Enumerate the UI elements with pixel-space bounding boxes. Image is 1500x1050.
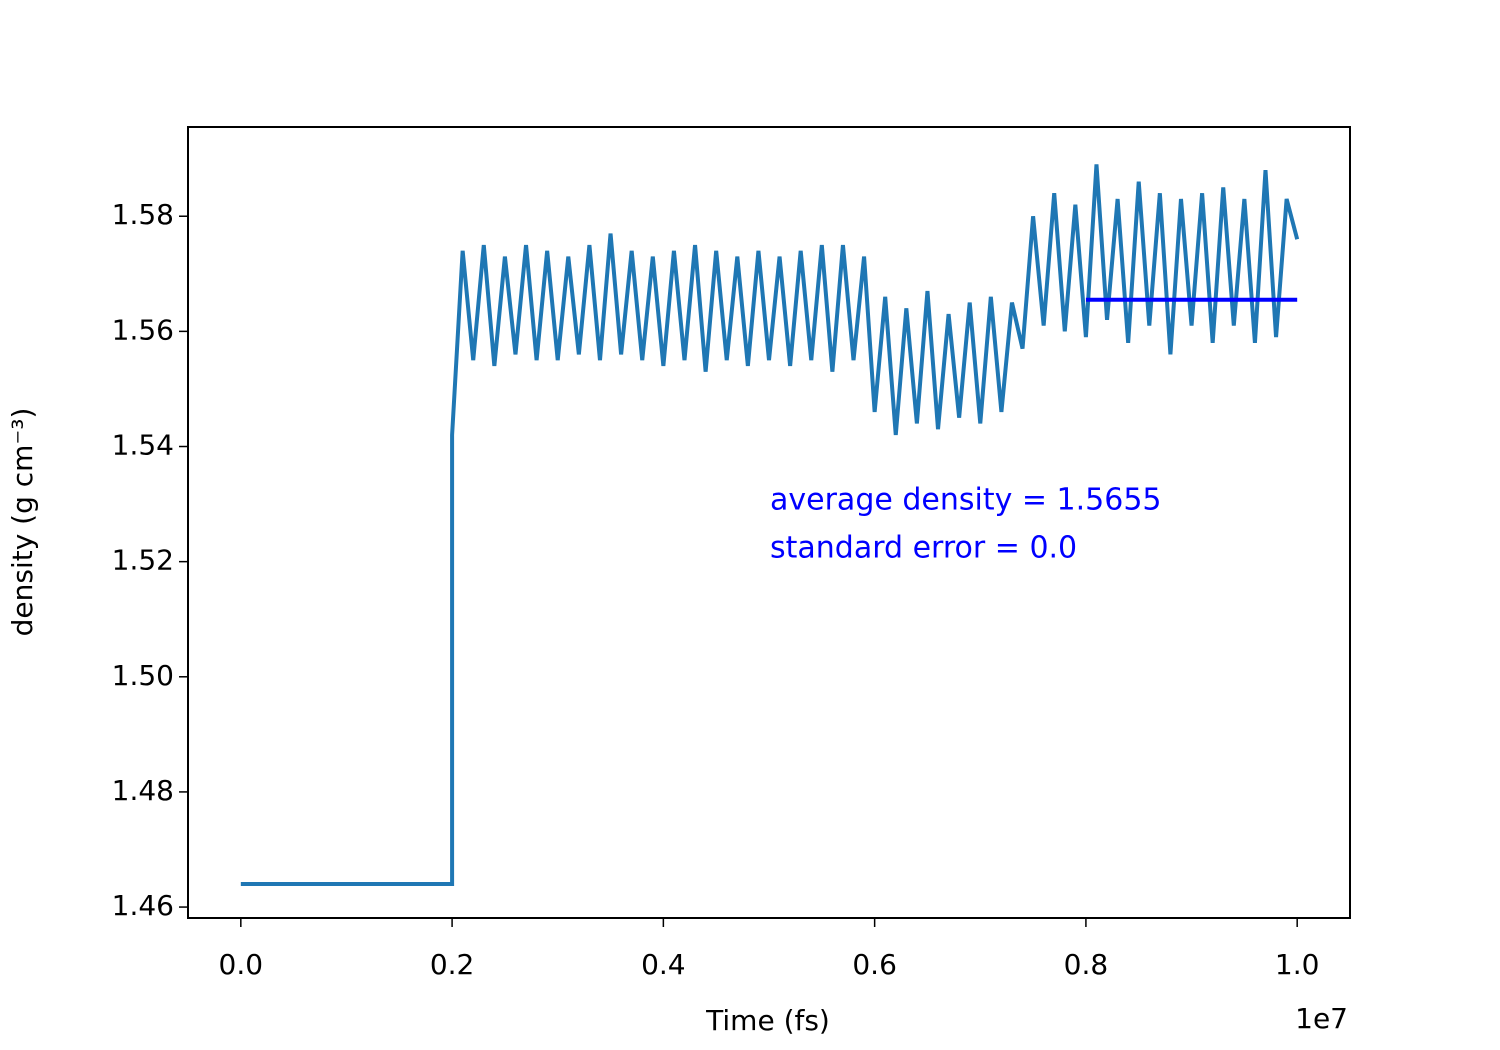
plot-frame bbox=[187, 126, 1351, 919]
x-offset-label: 1e7 bbox=[1295, 1002, 1348, 1035]
x-tick-label: 0.0 bbox=[219, 948, 264, 981]
x-tick-label: 1.0 bbox=[1275, 948, 1320, 981]
y-axis-label: density (g cm⁻³) bbox=[6, 408, 39, 637]
annotation: average density = 1.5655 bbox=[770, 483, 1162, 518]
y-tick-label: 1.50 bbox=[112, 659, 174, 692]
x-axis-label: Time (fs) bbox=[705, 1004, 830, 1037]
y-tick-label: 1.48 bbox=[112, 774, 174, 807]
x-tick-label: 0.8 bbox=[1064, 948, 1109, 981]
y-tick-label: 1.46 bbox=[112, 889, 174, 922]
x-tick-label: 0.6 bbox=[852, 948, 897, 981]
y-tick-label: 1.56 bbox=[112, 313, 174, 346]
x-tick-label: 0.2 bbox=[430, 948, 475, 981]
x-tick-label: 0.4 bbox=[641, 948, 686, 981]
y-tick-label: 1.58 bbox=[112, 198, 174, 231]
data-line bbox=[240, 164, 1300, 887]
y-tick-label: 1.52 bbox=[112, 544, 174, 577]
y-tick-label: 1.54 bbox=[112, 429, 174, 462]
annotation: standard error = 0.0 bbox=[770, 531, 1077, 566]
